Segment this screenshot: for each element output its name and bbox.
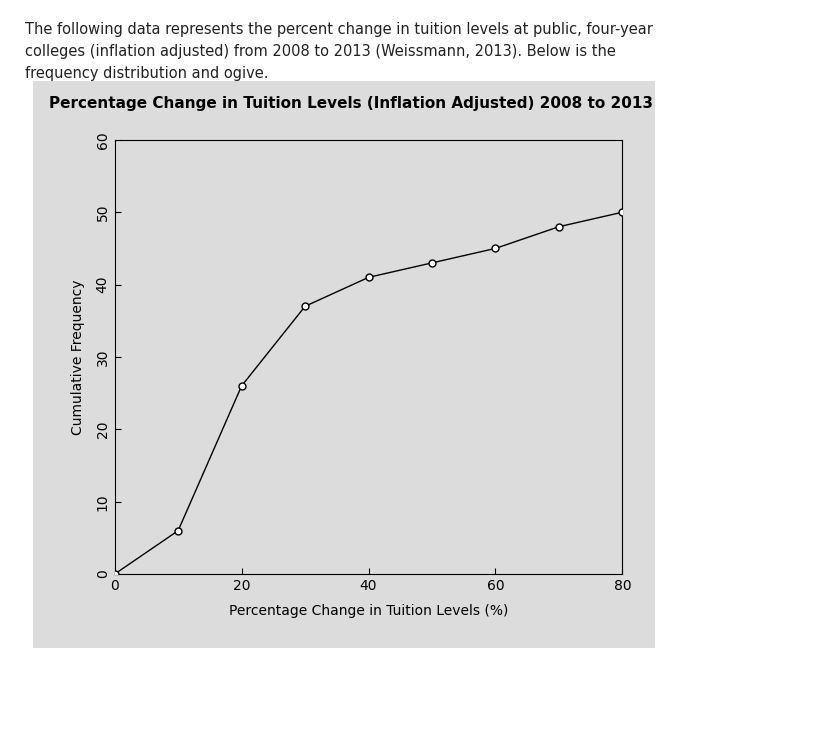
Y-axis label: Cumulative Frequency: Cumulative Frequency (70, 279, 84, 435)
Text: Percentage Change in Tuition Levels (Inflation Adjusted) 2008 to 2013: Percentage Change in Tuition Levels (Inf… (49, 96, 653, 110)
Text: The following data represents the percent change in tuition levels at public, fo: The following data represents the percen… (25, 22, 653, 82)
X-axis label: Percentage Change in Tuition Levels (%): Percentage Change in Tuition Levels (%) (229, 604, 509, 618)
